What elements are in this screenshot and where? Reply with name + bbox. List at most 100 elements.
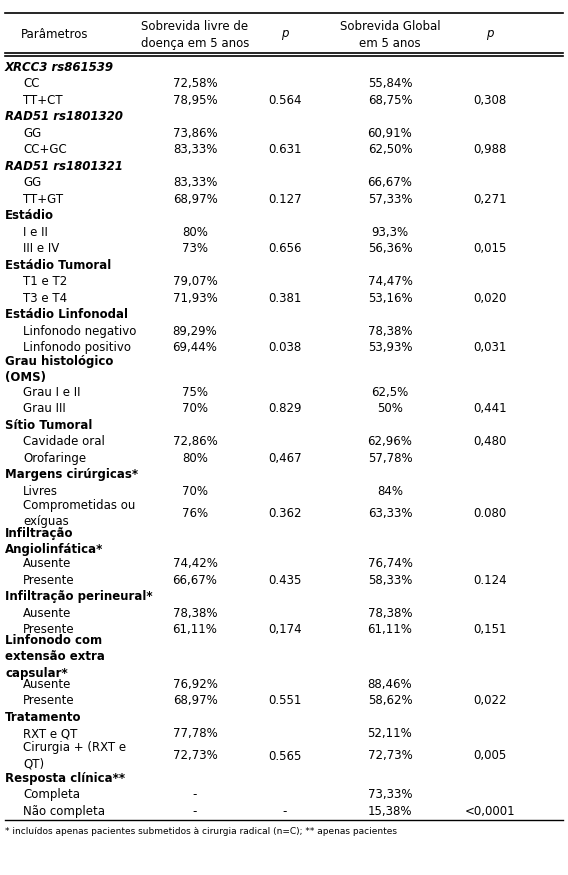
Text: 80%: 80% — [182, 226, 208, 239]
Text: 78,38%: 78,38% — [173, 606, 217, 620]
Text: GG: GG — [23, 127, 41, 140]
Text: 0,174: 0,174 — [268, 623, 302, 636]
Text: 0.656: 0.656 — [268, 242, 302, 256]
Text: 70%: 70% — [182, 485, 208, 498]
Text: Completa: Completa — [23, 788, 80, 802]
Text: 80%: 80% — [182, 452, 208, 465]
Text: Sobrevida livre de
doença em 5 anos: Sobrevida livre de doença em 5 anos — [141, 20, 249, 50]
Text: 53,16%: 53,16% — [367, 291, 412, 304]
Text: Cavidade oral: Cavidade oral — [23, 435, 105, 448]
Text: 0,031: 0,031 — [473, 341, 507, 354]
Text: Infiltração perineural*: Infiltração perineural* — [5, 591, 153, 603]
Text: 78,38%: 78,38% — [367, 325, 412, 338]
Text: 58,62%: 58,62% — [367, 694, 412, 707]
Text: GG: GG — [23, 176, 41, 189]
Text: * incluídos apenas pacientes submetidos à cirurgia radical (n=C); ** apenas paci: * incluídos apenas pacientes submetidos … — [5, 828, 397, 836]
Text: Orofaringe: Orofaringe — [23, 452, 86, 465]
Text: 84%: 84% — [377, 485, 403, 498]
Text: Presente: Presente — [23, 574, 74, 587]
Text: 66,67%: 66,67% — [173, 574, 218, 587]
Text: 74,42%: 74,42% — [173, 557, 218, 570]
Text: 0.829: 0.829 — [268, 402, 302, 416]
Text: 66,67%: 66,67% — [367, 176, 412, 189]
Text: 69,44%: 69,44% — [173, 341, 218, 354]
Text: Linfonodo com
extensão extra
capsular*: Linfonodo com extensão extra capsular* — [5, 634, 105, 680]
Text: Não completa: Não completa — [23, 805, 105, 818]
Text: 76%: 76% — [182, 507, 208, 520]
Text: 0.127: 0.127 — [268, 192, 302, 206]
Text: 0,467: 0,467 — [268, 452, 302, 465]
Text: 61,11%: 61,11% — [173, 623, 218, 636]
Text: 0.038: 0.038 — [268, 341, 302, 354]
Text: 78,95%: 78,95% — [173, 94, 218, 107]
Text: 72,86%: 72,86% — [173, 435, 218, 448]
Text: 0,015: 0,015 — [473, 242, 507, 256]
Text: III e IV: III e IV — [23, 242, 59, 256]
Text: 83,33%: 83,33% — [173, 144, 217, 157]
Text: 60,91%: 60,91% — [367, 127, 412, 140]
Text: Infiltração
Angiolinfática*: Infiltração Angiolinfática* — [5, 527, 103, 556]
Text: 0.551: 0.551 — [268, 694, 302, 707]
Text: 0,022: 0,022 — [473, 694, 507, 707]
Text: Resposta clínica**: Resposta clínica** — [5, 772, 125, 785]
Text: 57,33%: 57,33% — [367, 192, 412, 206]
Text: -: - — [193, 788, 197, 802]
Text: Livres: Livres — [23, 485, 58, 498]
Text: 68,97%: 68,97% — [173, 192, 218, 206]
Text: 72,73%: 72,73% — [367, 750, 412, 762]
Text: 73,33%: 73,33% — [367, 788, 412, 802]
Text: Comprometidas ou
exíguas: Comprometidas ou exíguas — [23, 499, 135, 528]
Text: 0.565: 0.565 — [268, 750, 302, 762]
Text: TT+GT: TT+GT — [23, 192, 63, 206]
Text: 78,38%: 78,38% — [367, 606, 412, 620]
Text: CC: CC — [23, 77, 40, 90]
Text: RAD51 rs1801320: RAD51 rs1801320 — [5, 110, 123, 123]
Text: <0,0001: <0,0001 — [465, 805, 515, 818]
Text: RXT e QT: RXT e QT — [23, 727, 77, 740]
Text: Ausente: Ausente — [23, 557, 72, 570]
Text: 50%: 50% — [377, 402, 403, 416]
Text: 0,271: 0,271 — [473, 192, 507, 206]
Text: Presente: Presente — [23, 694, 74, 707]
Text: 52,11%: 52,11% — [367, 727, 412, 740]
Text: 0,441: 0,441 — [473, 402, 507, 416]
Text: 73,86%: 73,86% — [173, 127, 218, 140]
Text: XRCC3 rs861539: XRCC3 rs861539 — [5, 60, 114, 74]
Text: 61,11%: 61,11% — [367, 623, 412, 636]
Text: Linfonodo negativo: Linfonodo negativo — [23, 325, 136, 338]
Text: $p$: $p$ — [486, 28, 495, 42]
Text: 76,92%: 76,92% — [173, 678, 218, 690]
Text: 63,33%: 63,33% — [367, 507, 412, 520]
Text: 72,58%: 72,58% — [173, 77, 218, 90]
Text: Margens cirúrgicas*: Margens cirúrgicas* — [5, 468, 138, 481]
Text: 0.381: 0.381 — [268, 291, 302, 304]
Text: 56,36%: 56,36% — [367, 242, 412, 256]
Text: RAD51 rs1801321: RAD51 rs1801321 — [5, 160, 123, 172]
Text: 0,020: 0,020 — [473, 291, 507, 304]
Text: 70%: 70% — [182, 402, 208, 416]
Text: Estádio Linfonodal: Estádio Linfonodal — [5, 308, 128, 321]
Text: 0,151: 0,151 — [473, 623, 507, 636]
Text: -: - — [283, 805, 287, 818]
Text: 62,50%: 62,50% — [367, 144, 412, 157]
Text: 0.362: 0.362 — [268, 507, 302, 520]
Text: 72,73%: 72,73% — [173, 750, 218, 762]
Text: Sobrevida Global
em 5 anos: Sobrevida Global em 5 anos — [340, 20, 440, 50]
Text: 74,47%: 74,47% — [367, 276, 412, 288]
Text: 76,74%: 76,74% — [367, 557, 412, 570]
Text: 53,93%: 53,93% — [367, 341, 412, 354]
Text: Cirurgia + (RXT e
QT): Cirurgia + (RXT e QT) — [23, 741, 126, 771]
Text: Grau histológico
(OMS): Grau histológico (OMS) — [5, 355, 114, 384]
Text: 57,78%: 57,78% — [367, 452, 412, 465]
Text: 73%: 73% — [182, 242, 208, 256]
Text: 68,75%: 68,75% — [367, 94, 412, 107]
Text: 68,97%: 68,97% — [173, 694, 218, 707]
Text: Estádio Tumoral: Estádio Tumoral — [5, 259, 111, 272]
Text: Ausente: Ausente — [23, 606, 72, 620]
Text: 0,988: 0,988 — [473, 144, 507, 157]
Text: Estádio: Estádio — [5, 209, 54, 222]
Text: Presente: Presente — [23, 623, 74, 636]
Text: Parâmetros: Parâmetros — [21, 29, 89, 41]
Text: 79,07%: 79,07% — [173, 276, 218, 288]
Text: Sítio Tumoral: Sítio Tumoral — [5, 419, 93, 431]
